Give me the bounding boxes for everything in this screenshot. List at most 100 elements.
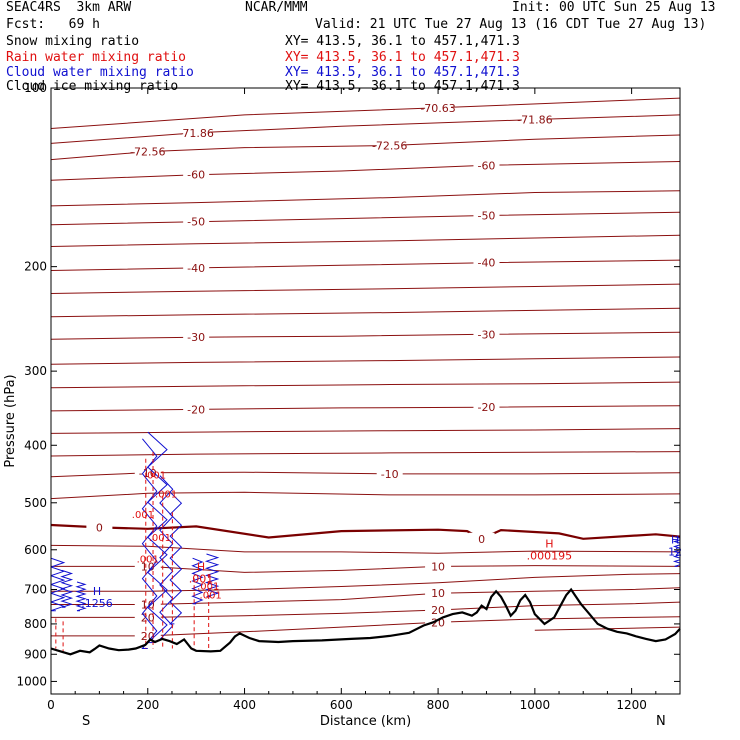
isotherm-label: 10 — [431, 560, 445, 573]
max-value-2: .000195 — [527, 550, 573, 563]
y-tick-label: 800 — [24, 617, 47, 631]
isotherm-9 — [51, 307, 680, 318]
x-tick-label: 400 — [233, 698, 256, 712]
y-tick-label: 300 — [24, 364, 47, 378]
field-cloud-water-xy: XY= 413.5, 36.1 to 457.1,471.3 — [285, 65, 520, 80]
field-cloud-ice-xy: XY= 413.5, 36.1 to 457.1,471.3 — [285, 79, 520, 94]
max-value-0: .1256 — [81, 597, 113, 610]
isotherm-label: 10 — [141, 560, 155, 573]
terrain-line — [50, 587, 681, 656]
mixing-ratio-label-0: .001 — [144, 470, 166, 481]
y-tick-label: 600 — [24, 543, 47, 557]
isotherm-label: -50 — [477, 209, 495, 222]
mixing-ratio-label-3: .001 — [149, 533, 171, 544]
y-tick-label: 700 — [24, 583, 47, 597]
x-tick-label: 600 — [330, 698, 353, 712]
isotherm-0 — [51, 134, 680, 161]
isotherm-label: -60 — [477, 159, 495, 172]
isotherm-label: 20 — [141, 611, 155, 624]
axes: 0 200 400 600 800 1000 12002003004005006007008… — [16, 81, 680, 712]
cloud-water-core-8 — [204, 553, 220, 598]
center-title: NCAR/MMM — [245, 0, 308, 15]
isotherm-10 — [51, 331, 680, 340]
y-tick-label: 900 — [24, 647, 47, 661]
mixing-ratio-label-2: .001 — [132, 510, 154, 521]
mixing-ratio-label-6: .001 — [200, 591, 222, 602]
y-tick-label: 400 — [24, 438, 47, 452]
isotherm-3 — [51, 161, 680, 181]
max-marker-1: H — [671, 533, 679, 546]
field-rain-xy: XY= 413.5, 36.1 to 457.1,471.3 — [285, 50, 520, 65]
isotherm-label: 0 — [478, 533, 485, 546]
x-tick-label: 200 — [136, 698, 159, 712]
isotherm-12 — [51, 381, 680, 389]
temperature-contours: -72.56 -72.56 -71.86 -71.86 -70.63 -60 -60 -50 -… — [51, 97, 680, 643]
isotherm-19 — [51, 544, 680, 554]
cloud-water-core-0 — [51, 557, 66, 612]
isotherm-label: -71.86 — [178, 127, 213, 140]
cloud-water-core-9 — [672, 536, 680, 567]
isotherm-7 — [51, 259, 680, 271]
cloud-water-core-2 — [75, 581, 87, 612]
x-tick-label: 0 — [47, 698, 55, 712]
max-marker-3: H — [197, 560, 205, 573]
isotherm-13 — [51, 405, 680, 412]
max-value-1: 12 — [668, 545, 682, 558]
y-tick-label: 1000 — [16, 674, 47, 688]
isotherm-22 — [51, 587, 680, 605]
isotherm-17 — [51, 491, 680, 500]
x-tick-label: 800 — [427, 698, 450, 712]
annotation-labels: H.1256H12H.000195H.001.001.001.001.001.0… — [81, 470, 682, 609]
isotherm-1 — [51, 114, 680, 144]
isotherm-14 — [51, 428, 680, 434]
isotherm-16 — [51, 471, 680, 478]
cloud-water-core-4 — [146, 431, 168, 644]
isotherm-11 — [51, 356, 680, 365]
isotherm-label: -10 — [381, 468, 399, 481]
max-marker-0: H — [93, 585, 101, 598]
isotherm-label: -40 — [187, 262, 205, 275]
isotherm-label: -70.63 — [420, 102, 455, 115]
isotherm-label: -50 — [187, 216, 205, 229]
isotherm-8 — [51, 283, 680, 294]
isotherm-label: 0 — [96, 521, 103, 534]
valid-time: Valid: 21 UTC Tue 27 Aug 13 (16 CDT Tue … — [315, 17, 707, 32]
field-snow-label: Snow mixing ratio — [6, 34, 140, 49]
isotherm-label: -20 — [477, 401, 495, 414]
isotherm-21 — [51, 573, 680, 592]
cloud-water-core-3 — [141, 438, 158, 650]
isotherm-label: -60 — [187, 169, 205, 182]
isotherm-label: 20 — [431, 604, 445, 617]
isotherm-4 — [51, 190, 680, 207]
isotherm-label: -10 — [139, 467, 157, 480]
y-tick-label: 200 — [24, 260, 47, 274]
init-time: Init: 00 UTC Sun 25 Aug 13 — [512, 0, 716, 15]
model-title: SEAC4RS 3km ARW — [6, 0, 132, 15]
isotherm-label: -71.86 — [517, 113, 552, 126]
isotherm-label: 10 — [431, 587, 445, 600]
isotherm-label: 20 — [431, 616, 445, 629]
cloud-water-core-1 — [60, 569, 74, 608]
field-cloud-ice-label: Cloud ice mixing ratio — [6, 79, 179, 94]
isotherm-label: -72.56 — [372, 140, 407, 153]
field-snow-xy: XY= 413.5, 36.1 to 457.1,471.3 — [285, 34, 520, 49]
forecast-hour: Fcst: 69 h — [6, 17, 100, 32]
field-cloud-water-label: Cloud water mixing ratio — [6, 65, 194, 80]
isotherm-5 — [51, 211, 680, 226]
field-rain-label: Rain water mixing ratio — [6, 50, 187, 65]
hydrometeor-contours — [51, 431, 680, 652]
x-tick-label: 1200 — [616, 698, 647, 712]
isotherm-label: -72.56 — [130, 146, 165, 159]
y-axis-label: Pressure (hPa) — [3, 374, 18, 467]
max-value-3: .001 — [189, 572, 214, 585]
isotherm-6 — [51, 234, 680, 247]
isotherm-label: -40 — [477, 257, 495, 270]
isotherm-label: 10 — [141, 599, 155, 612]
mixing-ratio-label-4: .001 — [137, 554, 159, 565]
mixing-ratio-label-1: .001 — [155, 490, 177, 501]
x-end-label-south: S — [82, 714, 90, 729]
isotherm-label: -20 — [187, 403, 205, 416]
y-tick-label-top: 100 — [24, 81, 47, 95]
isotherm-15 — [51, 451, 680, 457]
